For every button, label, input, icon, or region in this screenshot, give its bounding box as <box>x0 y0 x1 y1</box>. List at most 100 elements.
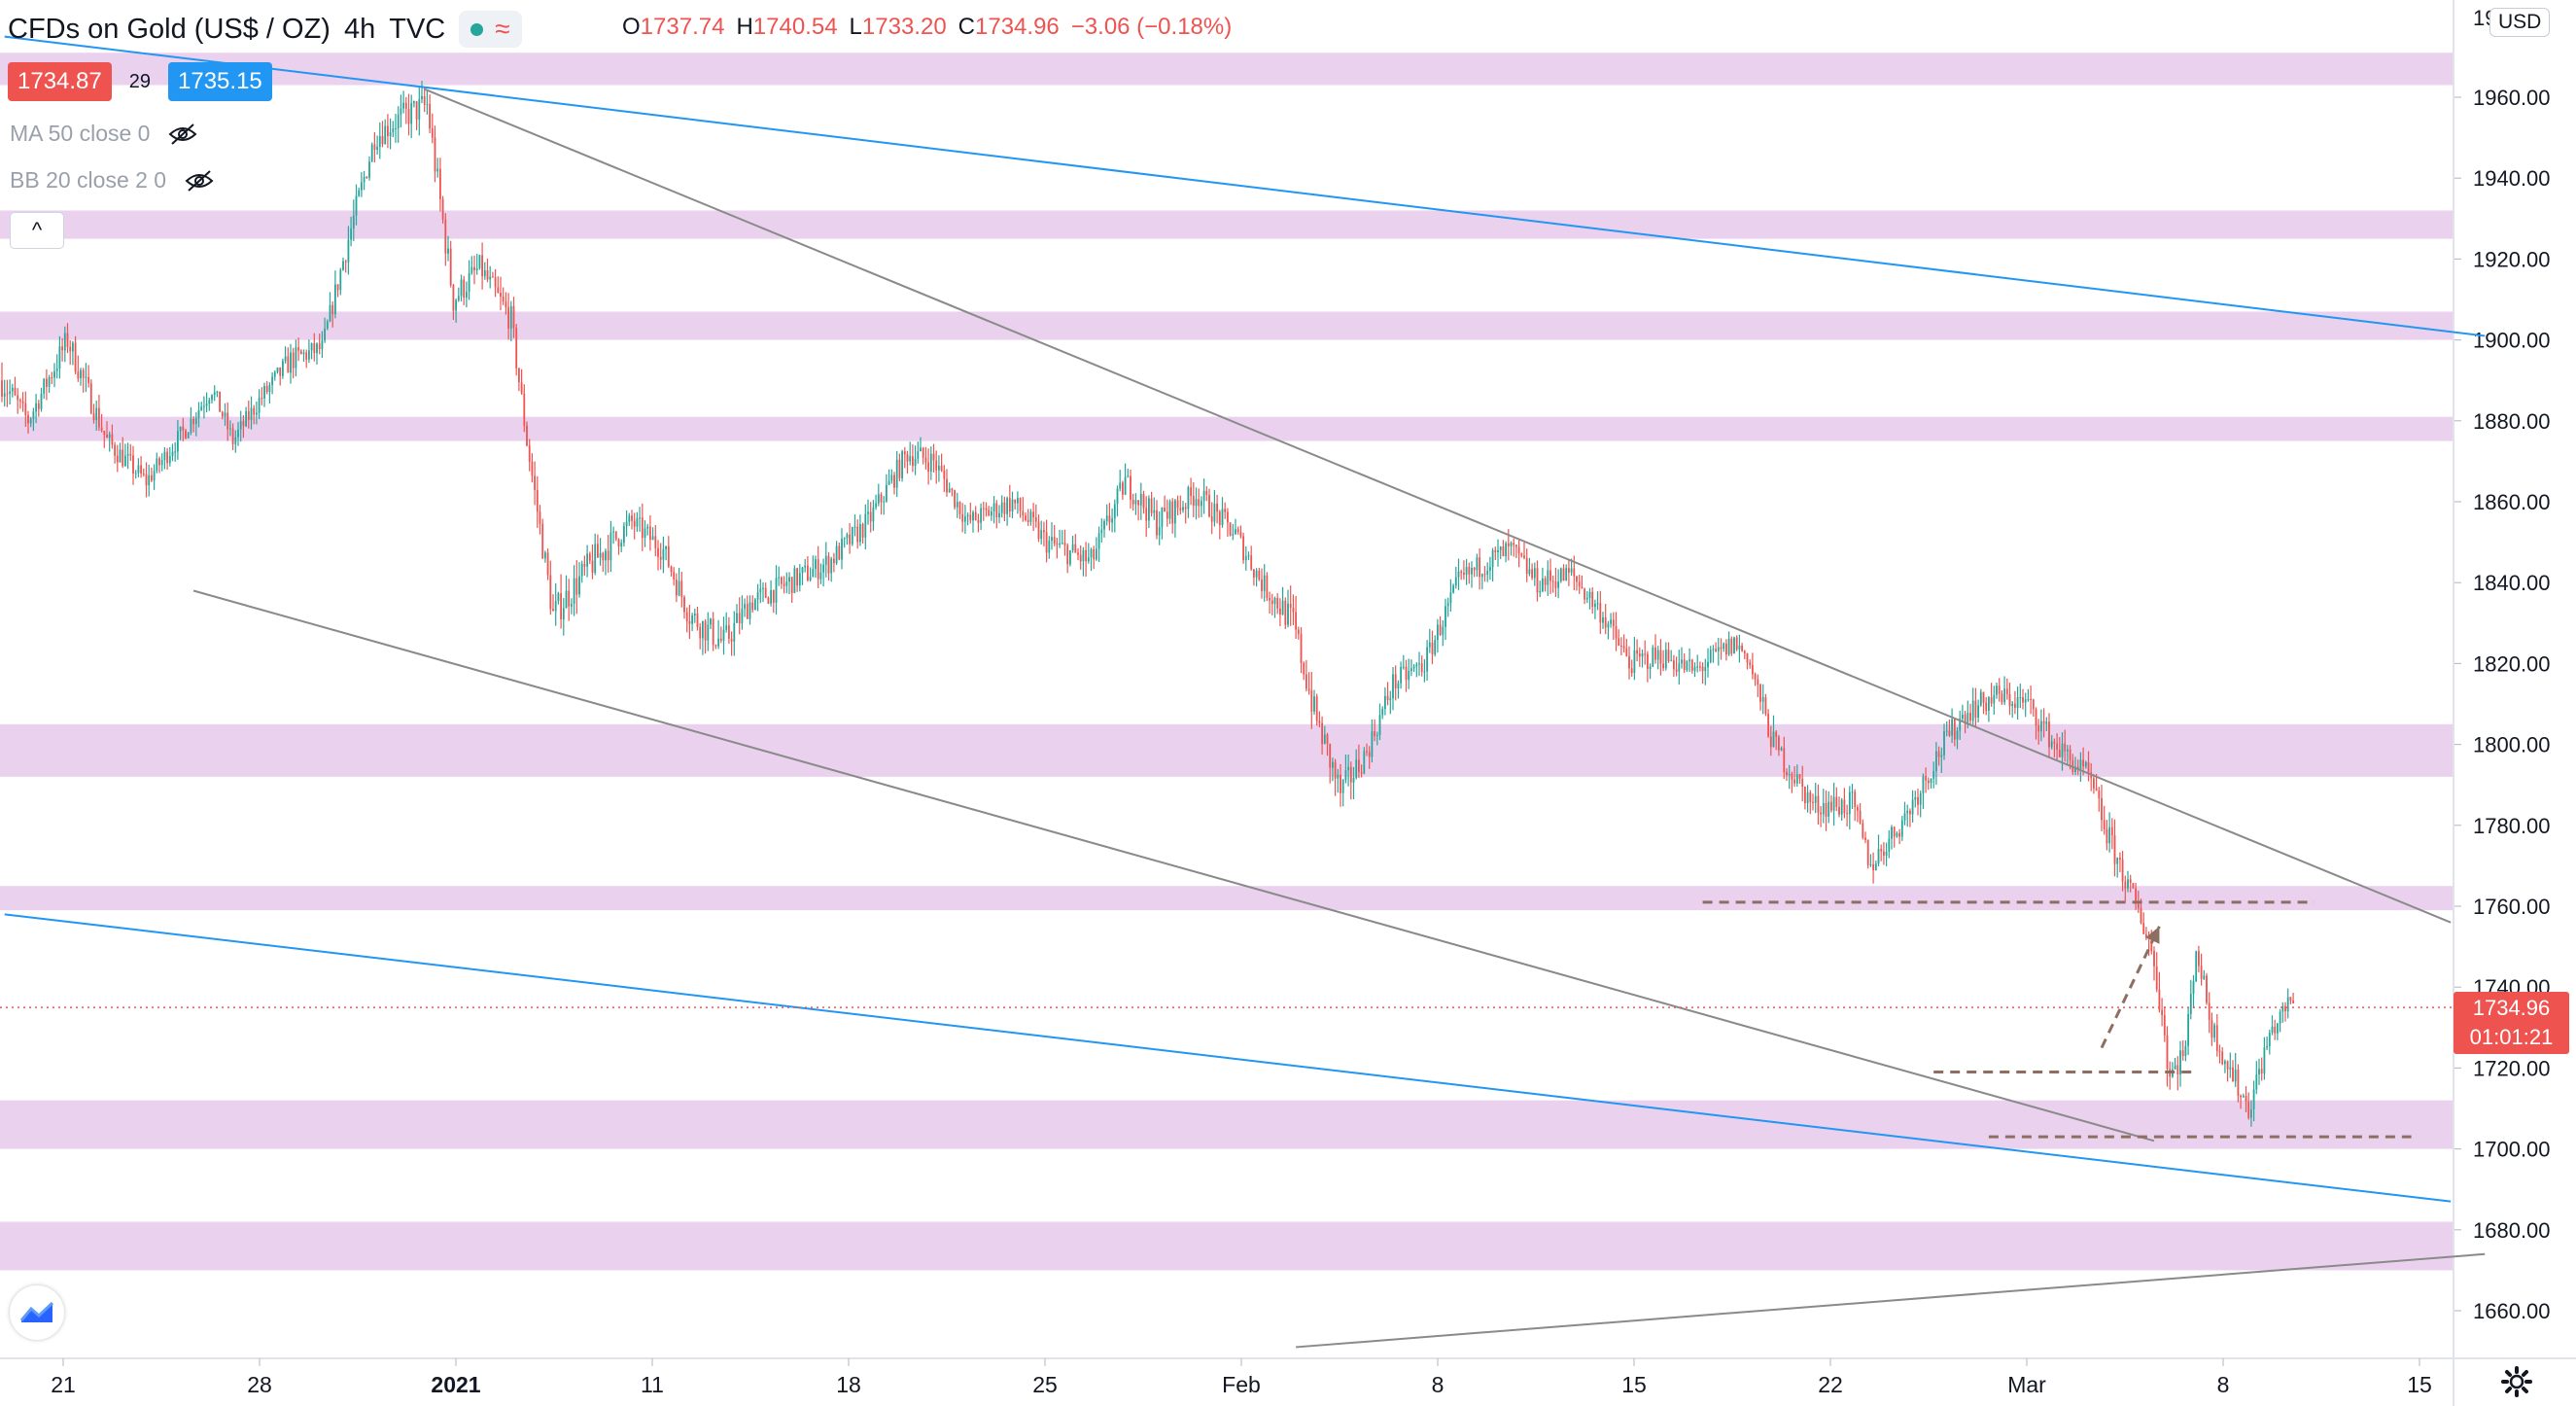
candle-body <box>1967 713 1969 723</box>
symbol-title[interactable]: CFDs on Gold (US$ / OZ) <box>8 13 331 45</box>
candle-body <box>1888 838 1891 852</box>
buy-price-button[interactable]: 1735.15 <box>168 62 272 101</box>
collapse-legend-button[interactable]: ^ <box>10 212 64 249</box>
candle-body <box>1690 659 1693 671</box>
candle-body <box>835 545 838 564</box>
candle-body <box>2255 1074 2258 1090</box>
gear-icon[interactable] <box>2500 1365 2533 1398</box>
candle-body <box>1476 557 1479 571</box>
candle-body <box>830 558 833 574</box>
candle-body <box>841 539 843 560</box>
candle-body <box>336 284 339 291</box>
candle-body <box>1688 659 1690 662</box>
candle-body <box>2040 721 2042 732</box>
candle-body <box>1384 695 1386 709</box>
x-tick-label: 11 <box>641 1372 664 1397</box>
candle-body <box>2069 749 2071 760</box>
price-zone-1[interactable] <box>0 210 2454 239</box>
projection-arrow[interactable] <box>2100 926 2161 1049</box>
trendline-gray-4[interactable] <box>1296 1252 2486 1349</box>
candle-body <box>512 305 515 329</box>
candle-body <box>1754 674 1757 680</box>
candle-body <box>541 523 544 559</box>
price-zone-0[interactable] <box>0 53 2454 86</box>
candle-body <box>21 401 24 404</box>
candle-body <box>1977 705 1979 719</box>
candle-body <box>2103 820 2106 829</box>
candle-body <box>2258 1069 2260 1075</box>
candle-body <box>833 558 835 564</box>
indicator-bb[interactable]: BB 20 close 2 0 <box>10 167 215 193</box>
candle-body <box>1059 543 1061 545</box>
tradingview-logo[interactable] <box>10 1285 64 1340</box>
candle-body <box>1187 487 1190 510</box>
price-zone-7[interactable] <box>0 1221 2454 1271</box>
interval-label[interactable]: 4h <box>343 13 376 45</box>
candle-body <box>256 412 258 415</box>
hidden-eye-icon[interactable] <box>184 169 215 193</box>
y-tick-label: 1660.00 <box>2473 1299 2551 1323</box>
indicator-ma[interactable]: MA 50 close 0 <box>10 121 198 147</box>
candle-body <box>310 343 313 351</box>
candle-body <box>273 371 276 377</box>
candle-body <box>980 508 982 523</box>
candle-body <box>439 168 441 199</box>
candle-body <box>2234 1070 2237 1082</box>
price-zone-5[interactable] <box>0 886 2454 911</box>
price-zone-3[interactable] <box>0 416 2454 441</box>
candle-body <box>1667 650 1670 661</box>
trendline-gray-2[interactable] <box>424 88 2452 924</box>
candle-body <box>2095 788 2098 791</box>
price-zone-2[interactable] <box>0 311 2454 340</box>
candle-body <box>431 128 434 138</box>
candle-body <box>2076 766 2079 770</box>
trendline-blue-1[interactable] <box>4 913 2452 1203</box>
candle-body <box>2250 1108 2252 1118</box>
candle-body <box>1352 778 1355 783</box>
candle-body <box>1201 501 1202 507</box>
candle-body <box>2042 721 2045 724</box>
candle-body <box>1130 475 1131 500</box>
candle-body <box>549 575 552 610</box>
candle-body <box>1599 603 1602 623</box>
candle-body <box>1360 772 1363 774</box>
sell-price-button[interactable]: 1734.87 <box>8 62 112 101</box>
currency-button[interactable]: USD <box>2489 8 2551 37</box>
candle-body <box>400 108 402 115</box>
candle-body <box>1764 697 1767 715</box>
candle-body <box>977 520 980 523</box>
candle-body <box>389 132 392 137</box>
price-zone-6[interactable] <box>0 1100 2454 1149</box>
candle-body <box>1174 500 1176 524</box>
candle-body <box>2101 797 2103 821</box>
candle-body <box>552 609 554 612</box>
candle-body <box>2206 975 2208 1003</box>
price-zone-4[interactable] <box>0 723 2454 777</box>
candle-body <box>544 552 546 559</box>
candle-body <box>688 620 691 624</box>
candle-body <box>1759 685 1761 702</box>
candle-body <box>518 368 520 383</box>
candle-body <box>242 421 245 427</box>
candle-body <box>290 352 292 373</box>
candle-body <box>1585 597 1588 600</box>
candle-body <box>61 346 63 351</box>
candle-body <box>964 516 966 522</box>
candle-body <box>347 239 350 263</box>
status-pill[interactable]: ≈ <box>459 11 522 48</box>
y-tick-label: 1760.00 <box>2473 895 2551 919</box>
candle-body <box>2232 1067 2234 1082</box>
candle-body <box>1830 801 1832 811</box>
candle-body <box>1857 807 1859 811</box>
candle-body <box>2137 903 2140 909</box>
candle-body <box>1883 851 1885 856</box>
chevron-up-icon: ^ <box>31 218 43 242</box>
hidden-eye-icon[interactable] <box>167 123 198 146</box>
candle-body <box>1400 667 1402 684</box>
candle-body <box>1313 696 1315 712</box>
trendline-gray-3[interactable] <box>192 589 2155 1142</box>
trendline-blue-0[interactable] <box>4 35 2486 337</box>
candle-body <box>678 580 680 596</box>
candle-body <box>1468 566 1471 575</box>
